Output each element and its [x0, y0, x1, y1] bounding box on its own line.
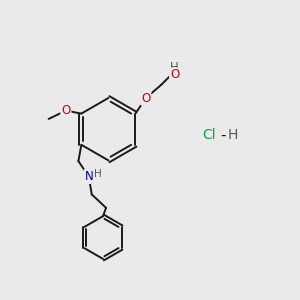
Text: O: O	[170, 68, 179, 82]
Text: H: H	[94, 169, 102, 179]
Text: N: N	[84, 170, 93, 183]
Text: Cl: Cl	[202, 128, 216, 142]
Text: H: H	[170, 61, 179, 74]
Text: O: O	[141, 92, 150, 105]
Text: O: O	[61, 104, 70, 117]
Text: -: -	[220, 128, 226, 142]
Text: H: H	[228, 128, 238, 142]
